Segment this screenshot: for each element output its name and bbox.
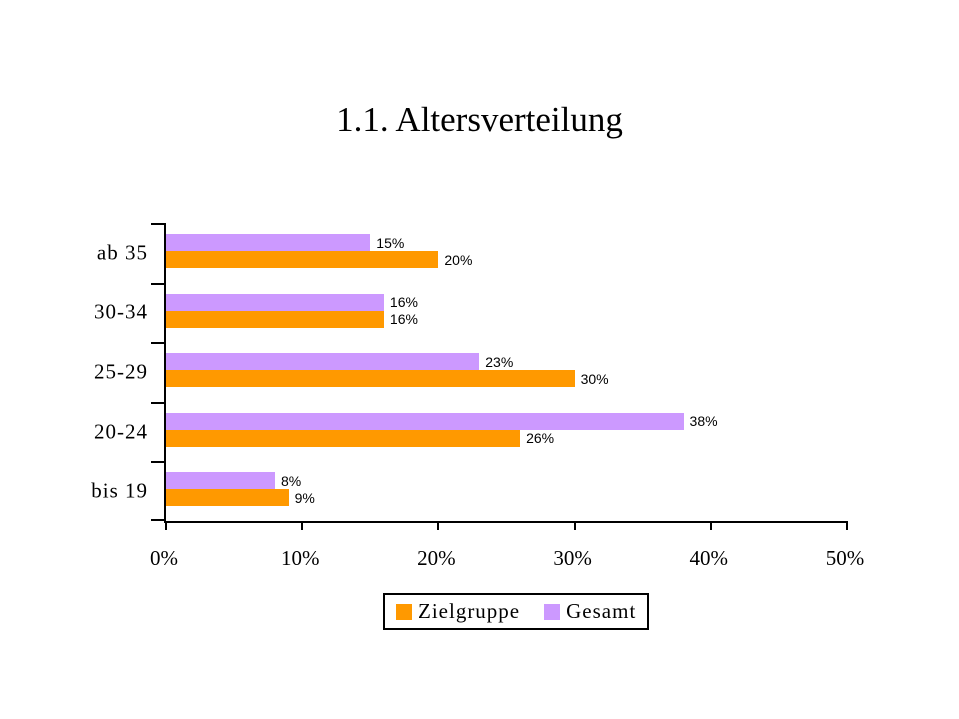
bar-zielgruppe [166, 429, 521, 447]
x-axis-tick [846, 521, 848, 530]
y-axis-tick [151, 401, 164, 404]
data-label-zielgruppe: 16% [389, 311, 418, 328]
bar-gesamt [166, 472, 275, 490]
category-label: 25-29 [94, 359, 148, 384]
legend-item-zielgruppe: Zielgruppe [396, 599, 520, 624]
category-axis: ab 35 30-34 25-29 20-24 bis 19 [0, 223, 148, 521]
plot-area: 15% 20% 16% 16% 23% 30% 38% 26% 8% 9% [151, 223, 848, 530]
data-label-gesamt: 38% [689, 413, 718, 430]
legend-swatch-zielgruppe [396, 603, 412, 620]
data-label-gesamt: 16% [389, 294, 418, 311]
x-axis-tick [573, 521, 576, 530]
x-axis-label: 0% [150, 546, 178, 570]
legend: Zielgruppe Gesamt [383, 593, 650, 630]
data-label-zielgruppe: 20% [444, 251, 473, 268]
bar-gesamt [166, 234, 371, 251]
value-axis: 0% 10% 20% 30% 40% 50% [150, 546, 864, 576]
data-label-zielgruppe: 26% [526, 430, 555, 447]
x-axis-label: 50% [825, 546, 865, 570]
x-axis-label: 10% [280, 546, 320, 570]
x-axis-label: 30% [553, 546, 592, 570]
legend-label-zielgruppe: Zielgruppe [418, 599, 521, 623]
chart-title: 1.1. Altersverteilung [336, 100, 623, 139]
x-axis-tick [165, 521, 167, 530]
bar-gesamt [166, 412, 684, 430]
data-label-gesamt: 23% [485, 353, 514, 370]
y-axis-tick [151, 519, 164, 521]
data-label-zielgruppe: 30% [580, 370, 609, 387]
bar-zielgruppe [166, 370, 575, 388]
y-axis-tick [151, 461, 164, 464]
x-axis-tick [437, 521, 440, 530]
legend-item-gesamt: Gesamt [544, 599, 636, 624]
data-label-gesamt: 15% [376, 234, 405, 251]
x-axis-label: 40% [689, 546, 729, 570]
legend-swatch-gesamt [544, 603, 561, 620]
y-axis-tick [151, 282, 164, 285]
data-label-gesamt: 8% [280, 472, 302, 489]
bar-gesamt [166, 353, 480, 371]
category-label: bis 19 [91, 478, 148, 503]
bar-gesamt [166, 293, 384, 311]
x-axis-tick [709, 521, 712, 530]
category-label: 20-24 [94, 419, 148, 444]
y-axis-tick [151, 342, 164, 345]
x-axis-tick [301, 521, 304, 530]
category-label: 30-34 [94, 299, 148, 324]
bar-zielgruppe [166, 251, 439, 268]
x-axis-label: 20% [417, 546, 456, 570]
y-axis-tick [151, 223, 164, 225]
legend-label-gesamt: Gesamt [566, 599, 637, 623]
bar-zielgruppe [166, 310, 384, 328]
data-label-zielgruppe: 9% [294, 489, 315, 506]
bar-zielgruppe [166, 489, 289, 507]
category-label: ab 35 [96, 240, 148, 265]
